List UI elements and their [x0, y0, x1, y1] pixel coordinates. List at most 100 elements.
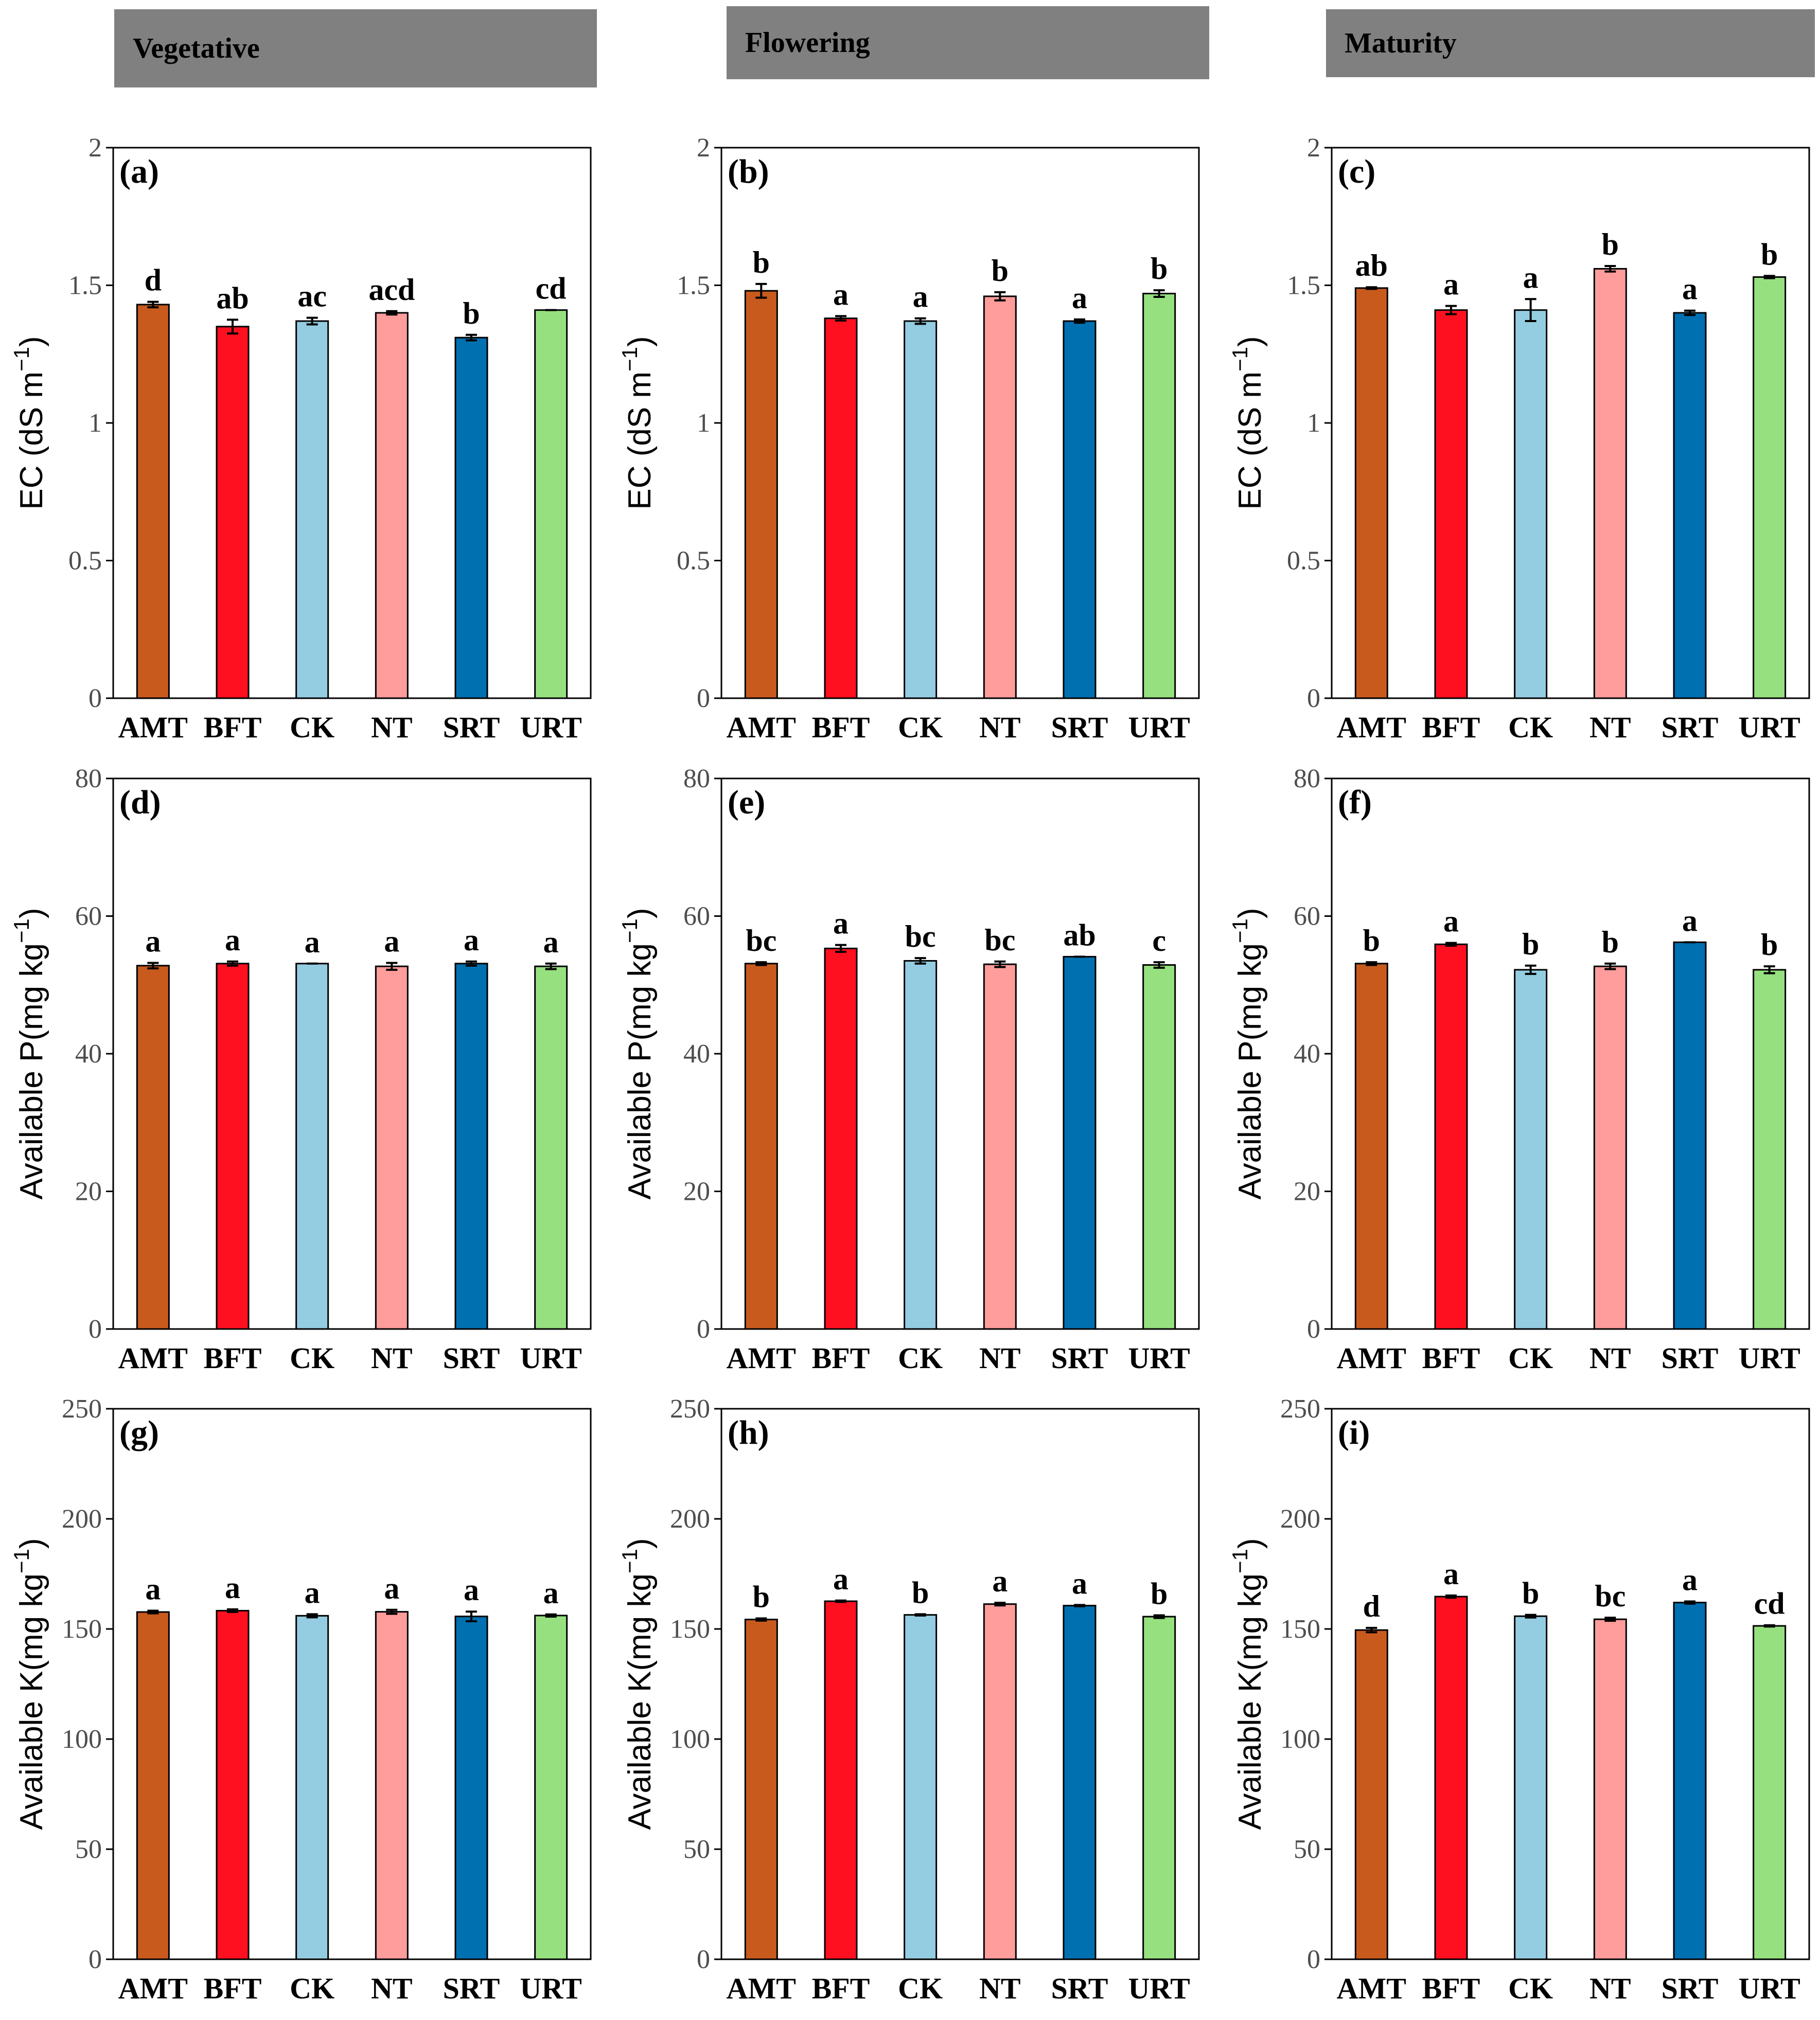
error-bar-i-bft [1445, 1594, 1457, 1599]
sig-letter-i-nt: bc [1595, 1579, 1625, 1613]
sig-letter-c-amt: ab [1355, 249, 1388, 282]
sig-letter-a-amt: d [145, 263, 162, 297]
bar-g-srt [454, 1616, 488, 1960]
x-tick-label-a-bft: BFT [204, 711, 262, 744]
x-tick-label-f-srt: SRT [1662, 1341, 1719, 1375]
sig-letter-d-nt: a [384, 924, 399, 958]
sig-letter-b-ck: a [913, 280, 928, 314]
plot-frame-d [112, 777, 592, 1330]
plot-frame-f [1331, 777, 1810, 1330]
y-tick-label-b-3: 1.5 [677, 271, 710, 300]
error-bar-f-ck [1525, 964, 1536, 975]
bar-d-urt [534, 965, 568, 1330]
y-tick-label-h-3: 150 [670, 1615, 710, 1644]
x-tick-label-h-ck: CK [898, 1972, 943, 2005]
y-axis-title-end: ) [14, 336, 49, 347]
bar-i-bft [1434, 1596, 1468, 1960]
sig-letter-f-urt: b [1761, 928, 1778, 962]
bar-b-ck [904, 320, 938, 699]
y-axis-title-end: ) [1232, 908, 1268, 918]
y-tick-label-e-3: 60 [683, 902, 710, 931]
sig-letter-e-bft: a [833, 907, 849, 941]
y-tick-label-b-1: 0.5 [677, 546, 710, 576]
error-bar-i-urt [1763, 1624, 1775, 1628]
sig-letter-a-nt: acd [368, 273, 415, 307]
sig-letter-a-ck: ac [297, 279, 327, 313]
x-tick-label-c-amt: AMT [1337, 711, 1406, 744]
bar-i-urt [1753, 1625, 1787, 1960]
error-bar-b-nt [994, 291, 1006, 302]
error-bar-c-nt [1604, 265, 1616, 273]
sig-letter-d-bft: a [225, 923, 240, 957]
x-tick-label-f-urt: URT [1738, 1341, 1800, 1375]
sig-letter-i-ck: b [1522, 1576, 1539, 1610]
stage-header-maturity [1326, 9, 1815, 77]
x-tick-label-f-ck: CK [1508, 1341, 1553, 1375]
error-bar-h-nt [994, 1602, 1006, 1607]
stage-header-flowering [727, 6, 1209, 79]
error-bar-d-srt [466, 960, 477, 967]
y-tick-label-b-2: 1 [697, 409, 710, 438]
y-axis-title-main: EC (dS m [1232, 371, 1268, 510]
bar-e-nt [983, 963, 1017, 1330]
bar-e-srt [1063, 955, 1097, 1330]
error-bar-b-amt [755, 282, 767, 299]
y-axis-title-superscript: −1 [1228, 347, 1252, 371]
error-bar-a-amt [147, 300, 159, 309]
sig-letter-b-urt: b [1151, 252, 1168, 286]
x-tick-label-h-amt: AMT [727, 1972, 796, 2005]
sig-letter-i-srt: a [1682, 1563, 1698, 1597]
error-bar-g-bft [227, 1608, 238, 1614]
y-tick-label-i-0: 0 [1307, 1945, 1320, 1974]
y-tick-label-a-0: 0 [89, 684, 102, 713]
x-tick-label-e-urt: URT [1128, 1341, 1190, 1375]
x-tick-label-i-nt: NT [1589, 1972, 1631, 2005]
x-tick-label-d-ck: CK [290, 1341, 334, 1375]
error-bar-f-bft [1445, 942, 1457, 947]
bar-h-nt [983, 1603, 1017, 1960]
bar-c-srt [1673, 312, 1707, 699]
error-bar-e-nt [994, 960, 1006, 968]
sig-letter-f-ck: b [1522, 927, 1539, 961]
y-axis-title-main: Available P(mg kg [1232, 943, 1268, 1200]
y-axis-title-d: Available P(mg kg−1) [9, 908, 49, 1199]
error-bar-d-amt [147, 962, 159, 970]
error-bar-e-urt [1153, 961, 1165, 969]
bar-f-bft [1434, 943, 1468, 1330]
x-tick-label-i-bft: BFT [1422, 1972, 1480, 2005]
stage-label-maturity: Maturity [1345, 27, 1457, 59]
x-tick-label-d-srt: SRT [443, 1341, 500, 1375]
sig-letter-e-srt: ab [1063, 918, 1095, 952]
x-tick-label-h-srt: SRT [1051, 1972, 1108, 2005]
y-tick-label-a-3: 1.5 [68, 271, 102, 300]
plot-frame-a [112, 147, 592, 699]
error-bar-c-amt [1366, 286, 1377, 290]
x-tick-label-c-ck: CK [1508, 711, 1553, 744]
sig-letter-f-bft: a [1443, 905, 1459, 938]
bar-f-urt [1753, 969, 1787, 1330]
bar-b-srt [1063, 320, 1097, 699]
error-bar-a-nt [386, 310, 398, 316]
bar-h-srt [1063, 1605, 1097, 1960]
y-axis-title-end: ) [14, 1538, 49, 1549]
panel-label-d: (d) [119, 784, 161, 821]
bar-c-bft [1434, 309, 1468, 699]
panel-label-g: (g) [119, 1414, 159, 1451]
bar-d-nt [375, 965, 409, 1330]
y-tick-label-b-0: 0 [697, 684, 710, 713]
x-tick-label-f-bft: BFT [1422, 1341, 1480, 1375]
x-tick-label-c-srt: SRT [1662, 711, 1719, 744]
y-axis-title-main: EC (dS m [14, 371, 49, 510]
x-tick-label-e-ck: CK [898, 1341, 943, 1375]
error-bar-h-bft [835, 1599, 846, 1603]
y-tick-label-h-2: 100 [670, 1725, 710, 1754]
y-axis-title-f: Available P(mg kg−1) [1228, 908, 1268, 1199]
sig-letter-g-amt: a [145, 1572, 161, 1606]
error-bar-d-bft [227, 960, 238, 967]
x-tick-label-g-nt: NT [371, 1972, 413, 2005]
y-axis-title-end: ) [622, 1538, 658, 1549]
bar-c-ck [1514, 309, 1548, 699]
y-axis-title-main: Available K(mg kg [622, 1573, 658, 1830]
stage-header-vegetative [114, 9, 597, 87]
error-bar-i-nt [1604, 1617, 1616, 1622]
